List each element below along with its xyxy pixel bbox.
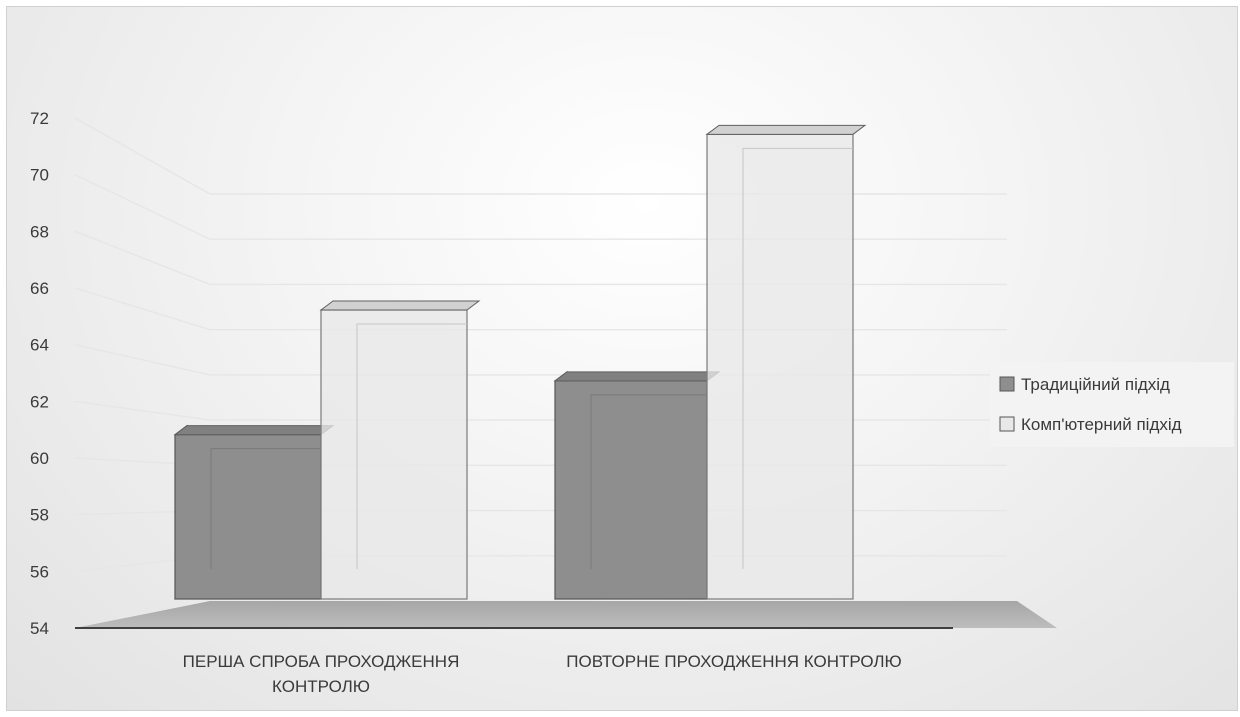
chart-floor	[75, 601, 1057, 628]
y-tick-label: 72	[30, 109, 49, 128]
legend-swatch	[999, 376, 1015, 392]
y-tick-label: 66	[30, 279, 49, 298]
bar-front-face	[174, 434, 322, 600]
x-category-label: ПОВТОРНЕ ПРОХОДЖЕННЯ КОНТРОЛЮ	[566, 652, 901, 671]
gridline	[74, 400, 1007, 421]
bar-inner-edge	[590, 394, 707, 569]
gridline	[74, 117, 1007, 195]
y-tick-label: 60	[30, 449, 49, 468]
y-tick-label: 70	[30, 166, 49, 185]
bar-inner-edge	[210, 448, 321, 569]
bar-top-face	[173, 425, 335, 436]
y-tick-label: 62	[30, 392, 49, 411]
bars	[173, 124, 867, 600]
bar-front-face	[320, 309, 468, 600]
y-tick-label: 54	[30, 619, 49, 638]
gridline	[74, 174, 1007, 240]
chart-frame: 54 56 58 60 62 64 66 68 70 72 ПЕРША СПРОБА ПРОХОД…	[6, 6, 1238, 711]
bar-2-1	[319, 300, 481, 600]
y-tick-label: 68	[30, 222, 49, 241]
bar-top-face	[319, 300, 481, 311]
x-category-label: КОНТРОЛЮ	[272, 677, 370, 696]
bar-inner-edge	[742, 147, 853, 569]
gridline	[74, 287, 1007, 331]
y-axis: 54 56 58 60 62 64 66 68 70 72	[30, 109, 49, 638]
bar-front-face	[706, 133, 854, 600]
chart-svg: 54 56 58 60 62 64 66 68 70 72 ПЕРША СПРОБА ПРОХОД…	[30, 109, 1234, 696]
y-tick-label: 58	[30, 506, 49, 525]
legend-swatch	[999, 416, 1015, 432]
bar-front-face	[554, 380, 708, 600]
x-category-label: ПЕРША СПРОБА ПРОХОДЖЕННЯ	[183, 652, 460, 671]
bar-inner-edge	[356, 323, 467, 569]
bar-1-2	[553, 370, 721, 600]
legend-box	[990, 362, 1234, 447]
legend-label: Традиційний підхід	[1021, 375, 1170, 394]
floor	[75, 601, 1057, 629]
y-tick-label: 64	[30, 336, 49, 355]
legend: Традиційний підхід Комп'ютерний підхід	[990, 362, 1234, 447]
bar-2-2	[705, 124, 867, 600]
gridline	[74, 343, 1007, 376]
bar-top-face	[553, 371, 721, 382]
bar-top-face	[705, 124, 867, 135]
y-tick-label: 56	[30, 562, 49, 581]
bar-1-1	[173, 424, 335, 600]
x-axis: ПЕРША СПРОБА ПРОХОДЖЕННЯ КОНТРОЛЮ ПОВТОРНЕ…	[183, 652, 902, 696]
legend-label: Комп'ютерний підхід	[1021, 415, 1182, 434]
